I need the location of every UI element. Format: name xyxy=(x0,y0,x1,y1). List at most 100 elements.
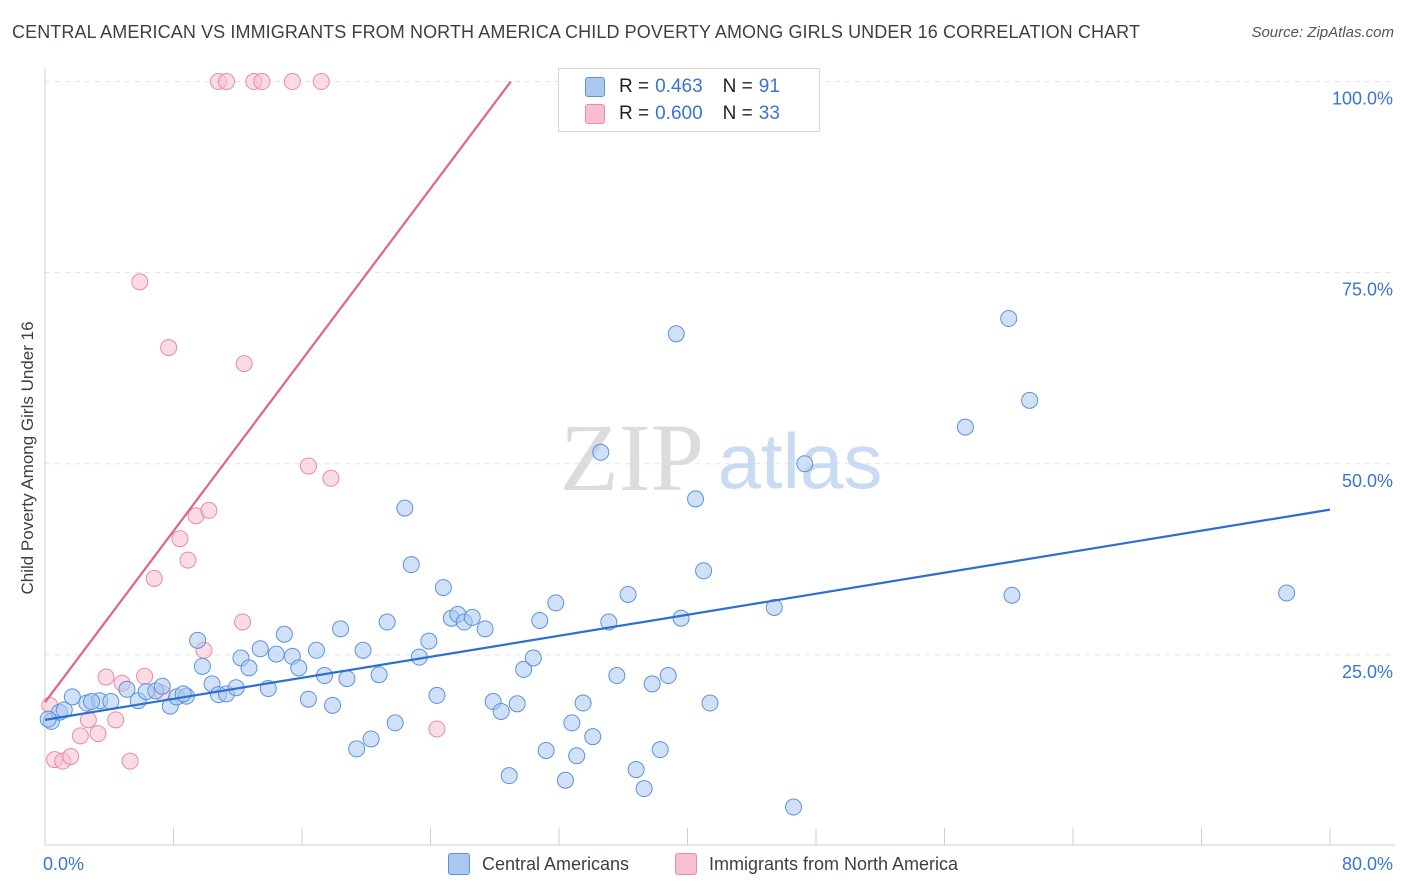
blue-data-point xyxy=(370,666,388,684)
blue-data-point xyxy=(463,608,481,626)
blue-data-point xyxy=(1021,391,1039,409)
legend-n-label: N = xyxy=(722,103,753,124)
watermark-zip: ZIP xyxy=(560,404,704,511)
pink-data-point xyxy=(428,720,446,738)
blue-data-point xyxy=(118,680,136,698)
blue-data-point xyxy=(251,640,269,658)
blue-data-point xyxy=(63,688,81,706)
blue-data-point xyxy=(55,701,73,719)
blue-data-point xyxy=(332,620,350,638)
blue-data-point xyxy=(568,747,586,765)
blue-data-point xyxy=(420,632,438,650)
legend-r-value: 0.463 xyxy=(655,76,703,97)
pink-data-point xyxy=(160,339,178,357)
pink-data-point xyxy=(121,752,139,770)
blue-data-point xyxy=(189,631,207,649)
pink-data-point xyxy=(107,711,125,729)
blue-data-point xyxy=(619,585,637,603)
blue-data-point xyxy=(608,667,626,685)
blue-data-point xyxy=(354,641,372,659)
legend-swatch-pink xyxy=(585,104,605,124)
blue-data-point xyxy=(396,499,414,517)
chart-title: CENTRAL AMERICAN VS IMMIGRANTS FROM NORT… xyxy=(12,22,1141,42)
blue-data-point xyxy=(348,740,366,758)
series-label: Immigrants from North America xyxy=(709,853,959,874)
x-tick-label: 80.0% xyxy=(1342,854,1393,874)
blue-data-point xyxy=(476,620,494,638)
pink-data-point xyxy=(253,73,271,91)
blue-data-point xyxy=(687,490,705,508)
blue-data-point xyxy=(83,693,101,711)
pink-data-point xyxy=(136,667,154,685)
blue-data-point xyxy=(556,771,574,789)
watermark: ZIP atlas xyxy=(560,404,882,511)
blue-data-point xyxy=(362,730,380,748)
legend-swatch-blue xyxy=(585,77,605,97)
legend-row-blue: R = 0.463 N = 91 xyxy=(585,75,780,99)
legend-r-label: R = xyxy=(619,103,650,124)
series-legend-immigrants: Immigrants from North America xyxy=(675,852,958,876)
pink-data-point xyxy=(322,469,340,487)
blue-data-point xyxy=(524,649,542,667)
correlation-legend: R = 0.463 N = 91 R = 0.600 N = 33 xyxy=(558,68,820,132)
blue-data-point xyxy=(531,611,549,629)
blue-data-point xyxy=(651,741,669,759)
blue-data-point xyxy=(547,594,565,612)
blue-data-point xyxy=(324,696,342,714)
series-swatch-pink xyxy=(675,853,697,875)
series-label: Central Americans xyxy=(482,853,630,874)
pink-data-point xyxy=(200,501,218,519)
legend-r-value: 0.600 xyxy=(655,103,703,124)
blue-data-point xyxy=(956,418,974,436)
pink-trend-line xyxy=(44,80,512,703)
blue-data-point xyxy=(386,714,404,732)
y-tick-label: 75.0% xyxy=(1342,280,1393,300)
blue-data-point xyxy=(275,625,293,643)
legend-row-pink: R = 0.600 N = 33 xyxy=(585,102,780,126)
blue-data-point xyxy=(500,767,518,785)
blue-data-point xyxy=(434,579,452,597)
blue-data-point xyxy=(267,645,285,663)
blue-data-point xyxy=(193,657,211,675)
trend-lines xyxy=(44,80,1331,721)
y-tick-label: 100.0% xyxy=(1332,89,1393,109)
blue-series-points xyxy=(39,310,1296,816)
x-tick-label: 0.0% xyxy=(43,854,84,874)
blue-data-point xyxy=(1000,310,1018,328)
blue-data-point xyxy=(796,455,814,473)
pink-data-point xyxy=(179,551,197,569)
blue-data-point xyxy=(584,728,602,746)
y-tick-label: 25.0% xyxy=(1342,662,1393,682)
pink-data-point xyxy=(89,725,107,743)
blue-data-point xyxy=(635,780,653,798)
blue-data-point xyxy=(672,609,690,627)
pink-data-point xyxy=(235,355,253,373)
pink-data-point xyxy=(131,273,149,291)
blue-data-point xyxy=(537,741,555,759)
pink-series-points xyxy=(41,73,584,770)
tick-labels: 25.0% 50.0% 75.0% 100.0% 0.0% 80.0% xyxy=(43,89,1393,874)
pink-data-point xyxy=(312,73,330,91)
series-swatch-blue xyxy=(448,853,470,875)
pink-data-point xyxy=(71,727,89,745)
legend-r-label: R = xyxy=(619,76,650,97)
blue-data-point xyxy=(563,714,581,732)
blue-data-point xyxy=(627,761,645,779)
series-legend-central-americans: Central Americans xyxy=(448,852,629,876)
blue-data-point xyxy=(701,694,719,712)
blue-data-point xyxy=(290,659,308,677)
pink-data-point xyxy=(218,73,236,91)
legend-n-label: N = xyxy=(722,76,753,97)
blue-data-point xyxy=(299,690,317,708)
blue-data-point xyxy=(508,695,526,713)
pink-data-point xyxy=(171,530,189,548)
y-tick-label: 50.0% xyxy=(1342,471,1393,491)
blue-data-point xyxy=(378,613,396,631)
blue-data-point xyxy=(695,562,713,580)
blue-data-point xyxy=(659,667,677,685)
blue-data-point xyxy=(515,660,533,678)
source-note: Source: ZipAtlas.com xyxy=(1251,24,1394,41)
pink-data-point xyxy=(97,668,115,686)
pink-data-point xyxy=(234,613,252,631)
